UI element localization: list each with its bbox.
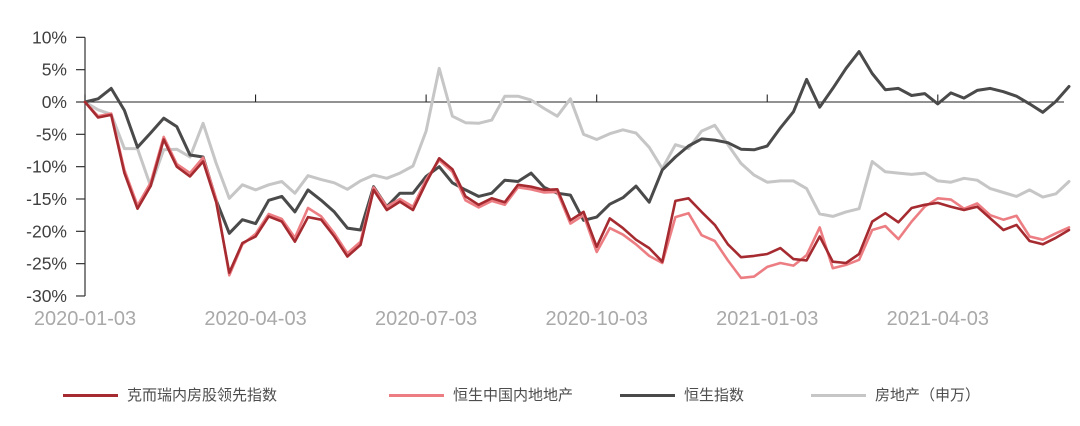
legend-line-swatch-pink xyxy=(389,393,445,397)
y-tick-label: -15% xyxy=(26,189,67,209)
legend-item-sw-real-estate: 房地产（申万） xyxy=(811,388,980,403)
legend-label: 恒生指数 xyxy=(684,386,745,404)
chart-legend: 克而瑞内房股领先指数 恒生中国内地地产 恒生指数 房地产（申万） xyxy=(0,378,1080,412)
y-tick-label: 0% xyxy=(42,92,67,112)
x-tick-label: 2020-01-03 xyxy=(34,308,136,330)
series-line-1 xyxy=(83,100,1071,280)
series-line-0 xyxy=(83,100,1071,275)
legend-label: 房地产（申万） xyxy=(875,386,981,404)
legend-item-cric-index: 克而瑞内房股领先指数 xyxy=(63,388,277,403)
y-tick-label: -30% xyxy=(26,286,67,306)
x-axis: 2020-01-03 2020-04-03 2020-07-03 2020-10-03… xyxy=(34,94,1064,330)
legend-line-swatch-dark-red xyxy=(63,393,118,397)
y-axis: 10% 5% 0% -5% -10% -15% -20% -25% -30% xyxy=(26,27,86,306)
series-line-3 xyxy=(83,66,1071,218)
series-line-2 xyxy=(83,50,1071,235)
legend-item-hs-mainland-properties: 恒生中国内地地产 xyxy=(389,388,573,403)
x-tick-label: 2020-10-03 xyxy=(546,308,648,330)
x-tick-label: 2021-01-03 xyxy=(716,308,818,330)
y-tick-label: 10% xyxy=(32,27,67,47)
legend-line-swatch-light-gray xyxy=(811,393,867,397)
y-tick-label: -5% xyxy=(36,124,67,144)
legend-label: 克而瑞内房股领先指数 xyxy=(127,386,278,404)
y-tick-label: -10% xyxy=(26,157,67,177)
line-chart: 10% 5% 0% -5% -10% -15% -20% -25% -30%2020-01-03… xyxy=(26,27,1071,330)
x-tick-label: 2020-07-03 xyxy=(375,308,477,330)
x-tick-label: 2020-04-03 xyxy=(204,308,306,330)
legend-item-hang-seng-index: 恒生指数 xyxy=(620,388,744,403)
y-tick-label: -20% xyxy=(26,221,67,241)
y-tick-label: -25% xyxy=(26,254,67,274)
y-tick-label: 5% xyxy=(42,60,67,80)
x-tick-label: 2021-04-03 xyxy=(887,308,989,330)
legend-line-swatch-dark-gray xyxy=(620,393,676,397)
legend-label: 恒生中国内地地产 xyxy=(453,386,574,404)
